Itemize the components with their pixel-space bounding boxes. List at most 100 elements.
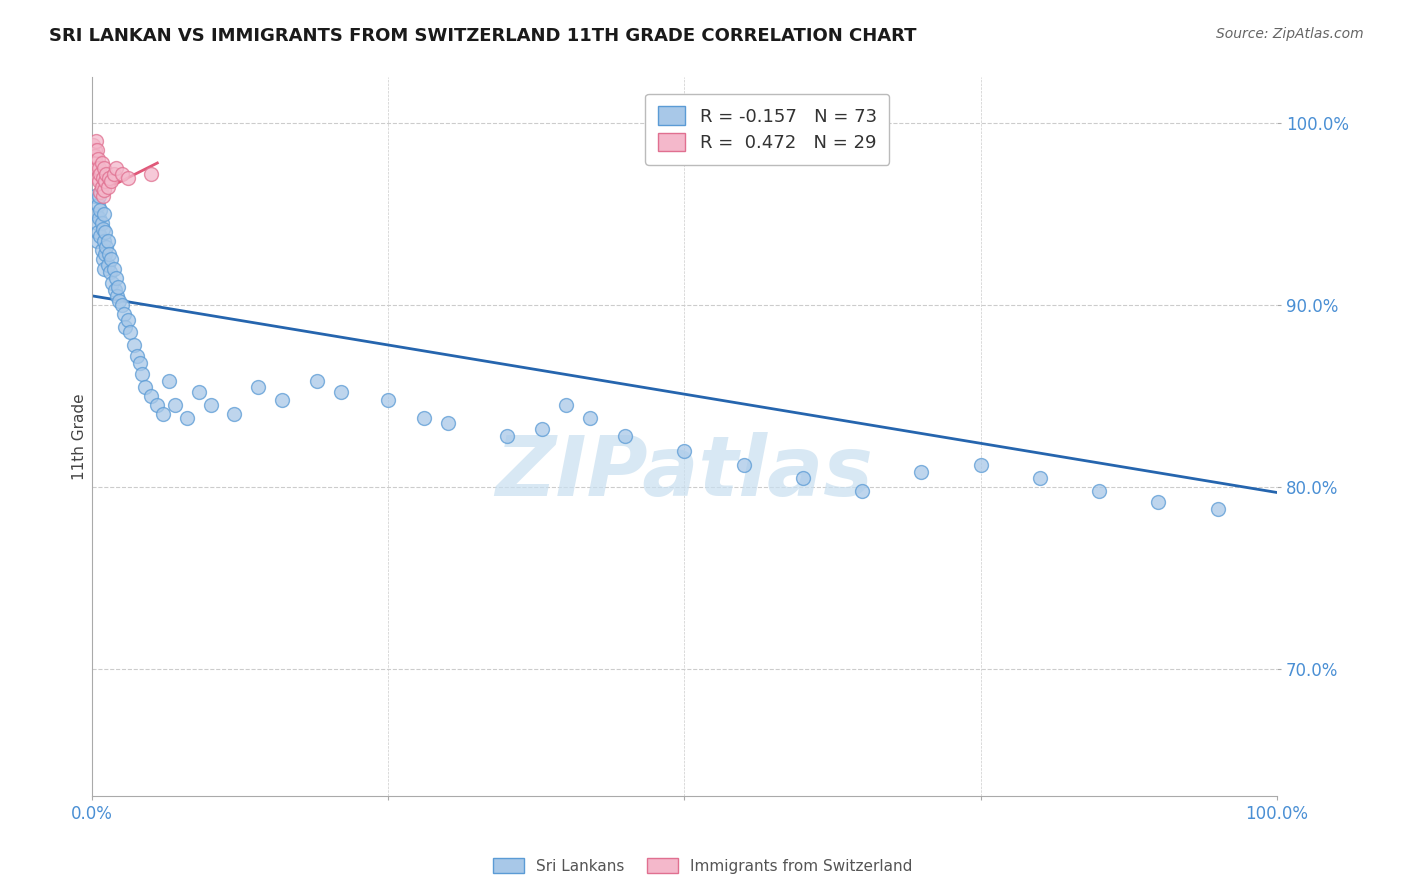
Point <box>89 228 111 243</box>
Point <box>329 385 352 400</box>
Point <box>117 170 139 185</box>
Point <box>93 183 115 197</box>
Point <box>114 319 136 334</box>
Point <box>792 471 814 485</box>
Point <box>1088 483 1111 498</box>
Point <box>91 170 114 185</box>
Point <box>673 443 696 458</box>
Point <box>90 179 112 194</box>
Text: ZIPatlas: ZIPatlas <box>495 433 873 514</box>
Point <box>200 398 222 412</box>
Legend: Sri Lankans, Immigrants from Switzerland: Sri Lankans, Immigrants from Switzerland <box>488 852 918 880</box>
Point <box>86 143 108 157</box>
Point <box>96 240 118 254</box>
Point <box>90 244 112 258</box>
Point <box>101 276 124 290</box>
Point <box>90 216 112 230</box>
Point <box>270 392 292 407</box>
Point <box>531 422 554 436</box>
Point <box>103 261 125 276</box>
Y-axis label: 11th Grade: 11th Grade <box>72 393 87 480</box>
Point <box>94 174 117 188</box>
Point <box>1029 471 1052 485</box>
Point <box>82 137 104 152</box>
Point <box>134 380 156 394</box>
Point <box>83 143 105 157</box>
Point <box>377 392 399 407</box>
Point <box>108 294 131 309</box>
Point <box>851 483 873 498</box>
Point <box>247 380 270 394</box>
Legend: R = -0.157   N = 73, R =  0.472   N = 29: R = -0.157 N = 73, R = 0.472 N = 29 <box>645 94 890 165</box>
Point <box>87 153 110 167</box>
Point <box>555 398 578 412</box>
Point <box>84 207 107 221</box>
Point <box>1206 501 1229 516</box>
Point <box>90 156 112 170</box>
Point <box>111 167 134 181</box>
Point <box>412 410 434 425</box>
Point <box>89 211 111 225</box>
Point <box>1147 494 1170 508</box>
Point <box>93 261 115 276</box>
Point <box>733 458 755 472</box>
Point <box>131 367 153 381</box>
Point <box>157 375 180 389</box>
Point <box>86 234 108 248</box>
Point <box>94 225 117 239</box>
Point <box>89 188 111 202</box>
Point <box>87 225 110 239</box>
Point <box>91 221 114 235</box>
Point <box>104 284 127 298</box>
Point <box>86 216 108 230</box>
Point <box>84 156 107 170</box>
Point <box>120 326 142 340</box>
Point <box>176 410 198 425</box>
Point <box>578 410 600 425</box>
Point <box>910 466 932 480</box>
Point <box>969 458 991 472</box>
Point <box>127 349 149 363</box>
Text: Source: ZipAtlas.com: Source: ZipAtlas.com <box>1216 27 1364 41</box>
Point <box>89 167 111 181</box>
Point <box>141 167 163 181</box>
Point <box>97 170 120 185</box>
Text: SRI LANKAN VS IMMIGRANTS FROM SWITZERLAND 11TH GRADE CORRELATION CHART: SRI LANKAN VS IMMIGRANTS FROM SWITZERLAN… <box>49 27 917 45</box>
Point <box>91 252 114 267</box>
Point <box>97 234 120 248</box>
Point <box>89 174 111 188</box>
Point <box>86 161 108 176</box>
Point <box>104 161 127 176</box>
Point <box>307 375 329 389</box>
Point <box>111 298 134 312</box>
Point <box>187 385 209 400</box>
Point <box>89 161 111 176</box>
Point <box>97 258 120 272</box>
Point <box>89 185 111 199</box>
Point <box>104 270 127 285</box>
Point <box>105 289 128 303</box>
Point <box>165 398 187 412</box>
Point <box>97 179 120 194</box>
Point <box>614 429 637 443</box>
Point <box>98 265 121 279</box>
Point <box>112 307 135 321</box>
Point <box>103 167 125 181</box>
Point <box>94 247 117 261</box>
Point <box>89 203 111 218</box>
Point <box>87 198 110 212</box>
Point <box>152 407 174 421</box>
Point <box>100 174 122 188</box>
Point <box>93 207 115 221</box>
Point <box>107 279 129 293</box>
Point <box>128 356 150 370</box>
Point <box>84 134 107 148</box>
Point <box>93 161 115 176</box>
Point <box>91 188 114 202</box>
Point <box>495 429 517 443</box>
Point <box>224 407 246 421</box>
Point <box>93 234 115 248</box>
Point <box>83 149 105 163</box>
Point <box>100 252 122 267</box>
Point <box>117 312 139 326</box>
